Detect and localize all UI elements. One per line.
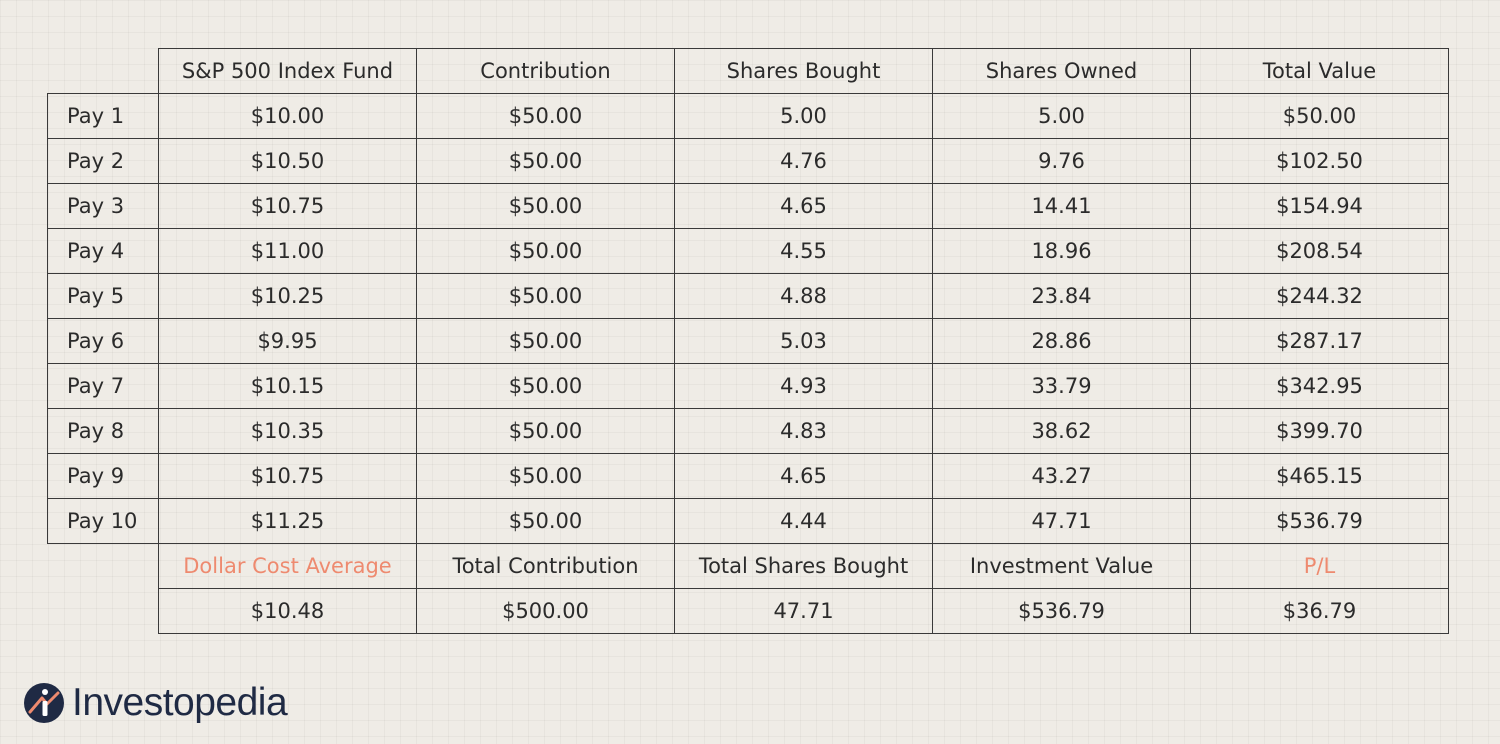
row-label: Pay 9 — [47, 453, 159, 499]
table-cell: 9.76 — [932, 138, 1191, 184]
table-cell: 4.44 — [674, 498, 933, 544]
column-header: S&P 500 Index Fund — [158, 48, 417, 94]
table-cell: 4.93 — [674, 363, 933, 409]
table-cell: $399.70 — [1190, 408, 1449, 454]
table-cell: $10.00 — [158, 93, 417, 139]
column-header: Shares Bought — [674, 48, 933, 94]
table-cell: 28.86 — [932, 318, 1191, 364]
table-cell: $50.00 — [416, 453, 675, 499]
summary-value: $36.79 — [1190, 588, 1449, 634]
table-cell: $50.00 — [416, 228, 675, 274]
table-cell: 4.88 — [674, 273, 933, 319]
table-cell: 47.71 — [932, 498, 1191, 544]
table-cell: $10.50 — [158, 138, 417, 184]
row-label: Pay 8 — [47, 408, 159, 454]
table-cell: 4.65 — [674, 453, 933, 499]
table-cell: $9.95 — [158, 318, 417, 364]
row-label: Pay 10 — [47, 498, 159, 544]
table-cell: 5.03 — [674, 318, 933, 364]
table-row: Pay 9 $10.75 $50.00 4.65 43.27 $465.15 — [47, 453, 1449, 499]
summary-value-row: $10.48 $500.00 47.71 $536.79 $36.79 — [48, 588, 1449, 634]
table-cell: 4.55 — [674, 228, 933, 274]
column-header: Total Value — [1190, 48, 1449, 94]
table-row: Pay 4 $11.00 $50.00 4.55 18.96 $208.54 — [47, 228, 1449, 274]
table-row: Pay 7 $10.15 $50.00 4.93 33.79 $342.95 — [47, 363, 1449, 409]
table-cell: 4.65 — [674, 183, 933, 229]
table-cell: $50.00 — [416, 318, 675, 364]
table-cell: 5.00 — [674, 93, 933, 139]
table-cell: $10.35 — [158, 408, 417, 454]
column-header: Contribution — [416, 48, 675, 94]
table-row: Pay 2 $10.50 $50.00 4.76 9.76 $102.50 — [47, 138, 1449, 184]
table-cell: $154.94 — [1190, 183, 1449, 229]
summary-label: Total Contribution — [416, 543, 675, 589]
table-cell: 38.62 — [932, 408, 1191, 454]
table-cell: $342.95 — [1190, 363, 1449, 409]
table-row: Pay 3 $10.75 $50.00 4.65 14.41 $154.94 — [47, 183, 1449, 229]
table-cell: 14.41 — [932, 183, 1191, 229]
table-cell: 4.76 — [674, 138, 933, 184]
header-row: S&P 500 Index Fund Contribution Shares Bou… — [48, 48, 1449, 94]
table-cell: 23.84 — [932, 273, 1191, 319]
table-row: Pay 10 $11.25 $50.00 4.44 47.71 $536.79 — [47, 498, 1449, 544]
header-blank-cell — [48, 49, 159, 94]
row-label: Pay 4 — [47, 228, 159, 274]
table-cell: $10.25 — [158, 273, 417, 319]
table-cell: $536.79 — [1190, 498, 1449, 544]
table-cell: $50.00 — [416, 93, 675, 139]
table-cell: 5.00 — [932, 93, 1191, 139]
table-cell: 43.27 — [932, 453, 1191, 499]
table-cell: $465.15 — [1190, 453, 1449, 499]
brand-logo: Investopedia — [23, 680, 288, 726]
row-label: Pay 6 — [47, 318, 159, 364]
table-cell: $102.50 — [1190, 138, 1449, 184]
brand-name: Investopedia — [72, 681, 288, 724]
table-cell: $244.32 — [1190, 273, 1449, 319]
summary-label-row: Dollar Cost Average Total Contribution Tot… — [48, 543, 1449, 589]
summary-blank-cell — [48, 544, 159, 589]
table-row: Pay 1 $10.00 $50.00 5.00 5.00 $50.00 — [47, 93, 1449, 139]
row-label: Pay 2 — [47, 138, 159, 184]
column-header: Shares Owned — [932, 48, 1191, 94]
summary-label: Dollar Cost Average — [158, 543, 417, 589]
row-label: Pay 3 — [47, 183, 159, 229]
table-cell: $50.00 — [416, 273, 675, 319]
summary-label: Investment Value — [932, 543, 1191, 589]
table-row: Pay 8 $10.35 $50.00 4.83 38.62 $399.70 — [47, 408, 1449, 454]
row-label: Pay 7 — [47, 363, 159, 409]
table-cell: $208.54 — [1190, 228, 1449, 274]
table-row: Pay 6 $9.95 $50.00 5.03 28.86 $287.17 — [47, 318, 1449, 364]
row-label: Pay 5 — [47, 273, 159, 319]
table-cell: $50.00 — [1190, 93, 1449, 139]
summary-label: P/L — [1190, 543, 1449, 589]
table-cell: $50.00 — [416, 363, 675, 409]
table-row: Pay 5 $10.25 $50.00 4.88 23.84 $244.32 — [47, 273, 1449, 319]
summary-value: $536.79 — [932, 588, 1191, 634]
table-cell: $50.00 — [416, 183, 675, 229]
table-cell: $50.00 — [416, 138, 675, 184]
summary-blank-cell — [48, 589, 159, 634]
table-cell: $11.00 — [158, 228, 417, 274]
investopedia-logo-icon — [24, 683, 64, 723]
table-cell: $11.25 — [158, 498, 417, 544]
table-cell: $50.00 — [416, 408, 675, 454]
table-cell: $287.17 — [1190, 318, 1449, 364]
summary-value: $500.00 — [416, 588, 675, 634]
table-cell: $10.75 — [158, 453, 417, 499]
summary-value: 47.71 — [674, 588, 933, 634]
row-label: Pay 1 — [47, 93, 159, 139]
summary-value: $10.48 — [158, 588, 417, 634]
dca-table: S&P 500 Index Fund Contribution Shares Bou… — [47, 48, 1449, 634]
table-cell: 4.83 — [674, 408, 933, 454]
summary-label: Total Shares Bought — [674, 543, 933, 589]
table-cell: $10.75 — [158, 183, 417, 229]
table-cell: $10.15 — [158, 363, 417, 409]
dca-table-body: S&P 500 Index Fund Contribution Shares Bou… — [47, 48, 1449, 634]
table-cell: $50.00 — [416, 498, 675, 544]
table-cell: 33.79 — [932, 363, 1191, 409]
table-cell: 18.96 — [932, 228, 1191, 274]
